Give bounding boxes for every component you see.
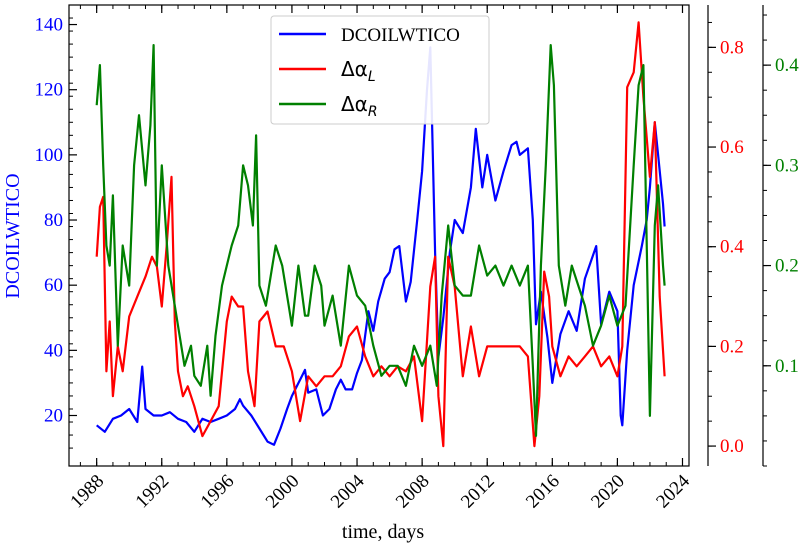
right1-tick-label-0: 0.0	[720, 436, 744, 457]
legend-label-2: ΔαR	[341, 92, 378, 120]
y-axis-right-red: 0.0 0.2 0.4 0.6 0.8	[707, 5, 744, 466]
legend-label-1: ΔαL	[341, 57, 376, 85]
y-left-tick-label-1: 40	[44, 340, 63, 361]
y-left-tick-label-2: 60	[44, 275, 63, 296]
plot-frame	[68, 4, 690, 467]
legend-box	[270, 15, 490, 125]
right2-tick-label-0: 0.1	[775, 356, 799, 377]
y-axis-title: DCOILWTICO	[2, 173, 24, 298]
y-axis-right-green: 0.1 0.2 0.3 0.4	[762, 5, 799, 467]
right2-tick-label-1: 0.2	[775, 256, 799, 277]
right2-tick-label-3: 0.4	[775, 55, 799, 76]
series-line-1	[95, 21, 666, 448]
right1-tick-label-1: 0.2	[720, 336, 744, 357]
right1-tick-label-4: 0.8	[720, 37, 744, 58]
x-axis-title: time, days	[342, 521, 424, 543]
right1-tick-label-3: 0.6	[720, 137, 744, 158]
legend-label-0: DCOILWTICO	[341, 25, 460, 46]
y-left-tick-label-0: 20	[44, 406, 63, 427]
y-left-tick-label-6: 140	[35, 15, 64, 36]
legend: DCOILWTICO ΔαL ΔαR	[270, 15, 490, 125]
y-left-tick-label-4: 100	[35, 145, 64, 166]
series-layer	[95, 21, 666, 448]
y-left-tick-label-3: 80	[44, 210, 63, 231]
y-left-tick-label-5: 120	[35, 80, 64, 101]
right1-tick-label-2: 0.4	[720, 237, 744, 258]
series-line-2	[95, 43, 666, 437]
right2-tick-label-2: 0.3	[775, 155, 799, 176]
y-axis-left: 20 40 60 80 100 120 140	[35, 15, 77, 449]
